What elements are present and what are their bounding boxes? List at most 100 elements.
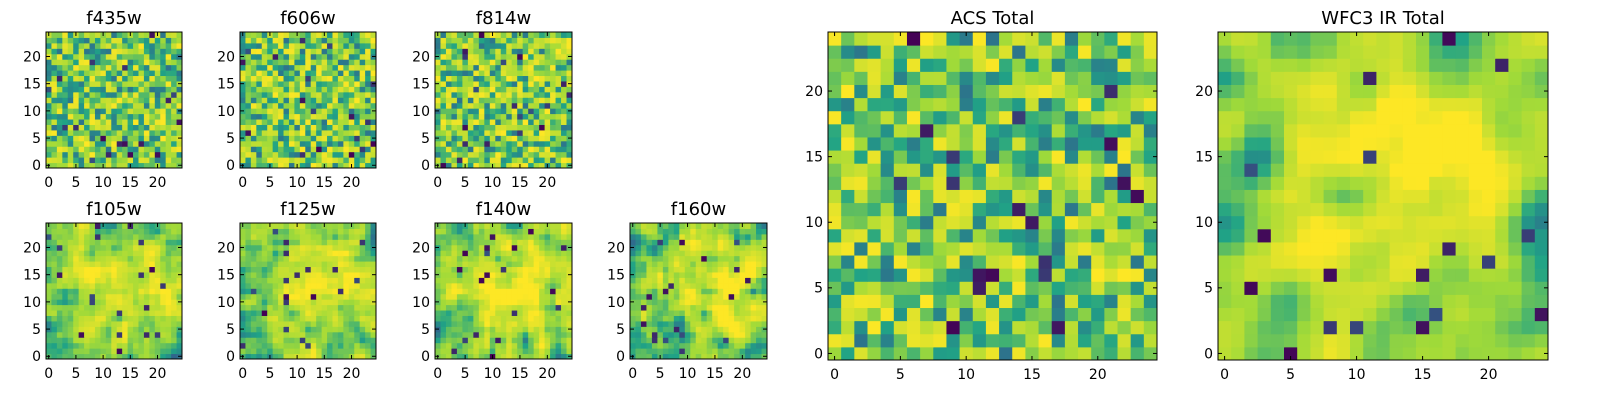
heatmap-cell bbox=[651, 233, 658, 240]
heatmap-cell bbox=[467, 140, 474, 147]
heatmap-cell bbox=[435, 37, 441, 44]
heatmap-cell bbox=[555, 75, 562, 82]
heatmap-cell bbox=[739, 244, 746, 251]
heatmap-cell bbox=[267, 124, 274, 131]
heatmap-cell bbox=[500, 97, 507, 104]
heatmap-cell bbox=[343, 266, 350, 273]
heatmap-cell bbox=[467, 271, 474, 278]
heatmap-cell bbox=[646, 348, 653, 355]
heatmap-cell bbox=[717, 331, 724, 338]
heatmap-cell bbox=[316, 157, 323, 164]
heatmap-cell bbox=[723, 315, 730, 322]
heatmap-cell bbox=[630, 348, 636, 355]
heatmap-cell bbox=[56, 32, 63, 38]
heatmap-cell bbox=[332, 146, 339, 153]
heatmap-cell bbox=[51, 48, 58, 55]
heatmap-cell bbox=[1064, 189, 1079, 204]
heatmap-cell bbox=[566, 310, 573, 316]
heatmap-cell bbox=[854, 307, 868, 322]
heatmap-cell bbox=[640, 288, 647, 295]
heatmap-cell bbox=[256, 108, 263, 115]
heatmap-cell bbox=[105, 80, 112, 87]
heatmap-cell bbox=[712, 233, 719, 240]
heatmap-cell bbox=[495, 250, 502, 257]
heatmap-cell bbox=[116, 140, 123, 147]
heatmap-cell bbox=[84, 146, 91, 153]
heatmap-cell bbox=[143, 320, 150, 327]
heatmap-cell bbox=[283, 135, 290, 142]
heatmap-cell bbox=[365, 113, 372, 120]
heatmap-cell bbox=[261, 348, 268, 355]
heatmap-cell bbox=[321, 239, 328, 246]
heatmap-cell bbox=[695, 239, 702, 246]
heatmap-cell bbox=[484, 310, 491, 316]
heatmap-cell bbox=[566, 75, 573, 82]
heatmap-cell bbox=[489, 233, 496, 240]
heatmap-cell bbox=[100, 315, 107, 322]
heatmap-cell bbox=[111, 140, 118, 147]
heatmap-cell bbox=[761, 348, 768, 355]
heatmap-cell bbox=[495, 342, 502, 349]
heatmap-cell bbox=[321, 261, 328, 268]
heatmap-cell bbox=[343, 91, 350, 98]
heatmap-cell bbox=[668, 255, 675, 262]
heatmap-cell bbox=[327, 320, 333, 327]
y-tick-label: 20 bbox=[412, 240, 430, 256]
heatmap-cell bbox=[256, 48, 263, 55]
heatmap-cell bbox=[451, 233, 458, 240]
heatmap-cell bbox=[321, 288, 328, 295]
heatmap-cell bbox=[160, 342, 167, 349]
heatmap-cell bbox=[165, 146, 172, 153]
heatmap-cell bbox=[495, 353, 502, 360]
y-tick-label: 5 bbox=[421, 322, 430, 338]
heatmap-cell bbox=[105, 282, 112, 289]
heatmap-cell bbox=[495, 157, 502, 164]
heatmap-cell bbox=[712, 261, 719, 268]
heatmap-cell bbox=[495, 124, 502, 131]
heatmap-cell bbox=[94, 146, 101, 153]
heatmap-cell bbox=[250, 266, 257, 273]
heatmap-cell bbox=[89, 157, 96, 164]
heatmap-cell bbox=[359, 124, 366, 131]
heatmap-cell bbox=[440, 80, 447, 87]
heatmap-cell bbox=[906, 255, 921, 269]
heatmap-cell bbox=[701, 288, 708, 295]
heatmap-cell bbox=[122, 326, 129, 333]
heatmap-cell bbox=[332, 70, 339, 77]
heatmap-cell bbox=[635, 342, 642, 349]
heatmap-cell bbox=[261, 353, 268, 360]
heatmap-cell bbox=[745, 244, 752, 251]
heatmap-cell bbox=[522, 337, 529, 344]
heatmap-cell bbox=[56, 288, 63, 295]
heatmap-cell bbox=[111, 266, 118, 273]
heatmap-cell bbox=[489, 91, 496, 98]
heatmap-cell bbox=[440, 288, 447, 295]
heatmap-cell bbox=[701, 353, 708, 360]
heatmap-cell bbox=[267, 70, 274, 77]
heatmap-cell bbox=[245, 70, 252, 77]
heatmap-cell bbox=[316, 59, 323, 66]
heatmap-cell bbox=[343, 97, 350, 104]
heatmap-cell bbox=[1104, 176, 1119, 190]
y-tick-label: 10 bbox=[412, 295, 430, 311]
heatmap-cell bbox=[240, 239, 246, 246]
heatmap-cell bbox=[456, 80, 463, 87]
heatmap-cell bbox=[734, 255, 741, 262]
heatmap-cell bbox=[745, 239, 752, 246]
heatmap-cell bbox=[245, 86, 252, 93]
heatmap-cell bbox=[640, 261, 647, 268]
heatmap-cell bbox=[100, 239, 107, 246]
heatmap-cell bbox=[116, 261, 123, 268]
heatmap-cell bbox=[673, 331, 680, 338]
heatmap-cell bbox=[695, 250, 702, 257]
heatmap-cell bbox=[51, 293, 58, 300]
heatmap-cell bbox=[539, 42, 546, 49]
heatmap-cell bbox=[176, 32, 183, 38]
heatmap-cell bbox=[278, 304, 285, 311]
heatmap-cell bbox=[310, 331, 317, 338]
heatmap-cell bbox=[489, 119, 496, 125]
heatmap-cell bbox=[435, 304, 441, 311]
heatmap-cell bbox=[299, 337, 306, 344]
heatmap-cell bbox=[370, 140, 377, 147]
heatmap-cell bbox=[533, 151, 540, 158]
